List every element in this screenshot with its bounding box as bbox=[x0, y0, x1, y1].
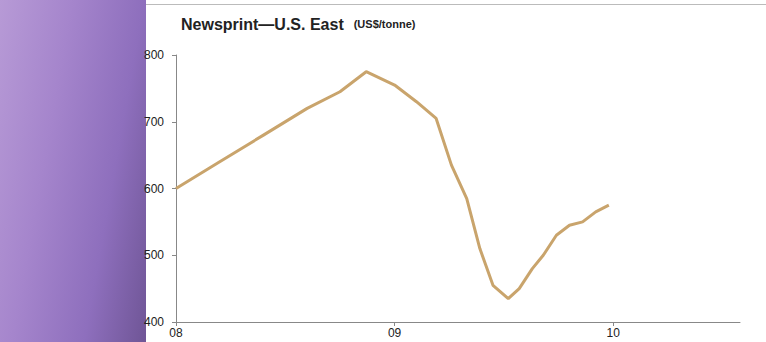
svg-text:700: 700 bbox=[144, 115, 164, 129]
svg-text:400: 400 bbox=[144, 315, 164, 329]
svg-text:08: 08 bbox=[169, 326, 183, 340]
svg-text:500: 500 bbox=[144, 248, 164, 262]
svg-text:10: 10 bbox=[607, 326, 621, 340]
svg-text:600: 600 bbox=[144, 182, 164, 196]
svg-text:800: 800 bbox=[144, 48, 164, 62]
svg-text:09: 09 bbox=[388, 326, 402, 340]
svg-text:Newsprint—U.S. East: Newsprint—U.S. East bbox=[181, 16, 344, 33]
svg-text:(US$/tonne): (US$/tonne) bbox=[354, 18, 416, 30]
